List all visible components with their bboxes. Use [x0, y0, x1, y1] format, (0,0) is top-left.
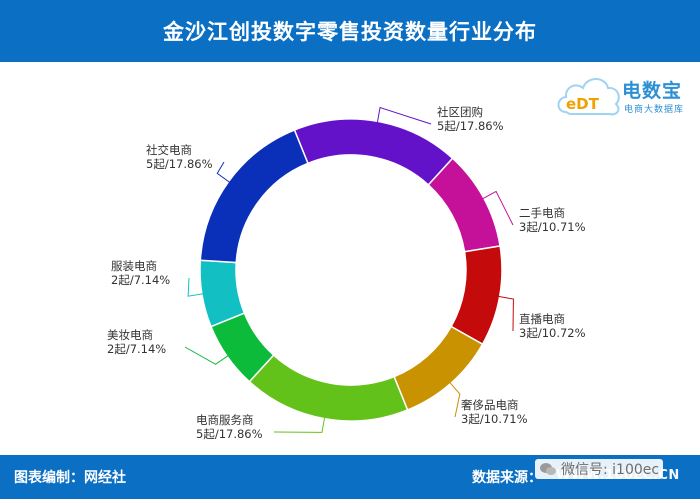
- chart-leader-lines: [184, 106, 514, 433]
- slice-value-label-5: 5起/17.86%: [196, 427, 263, 441]
- cloud-logo-icon: eDT: [557, 78, 620, 116]
- slice-value-label-8: 5起/17.86%: [146, 157, 213, 171]
- slice-category-label-7: 服装电商: [111, 259, 157, 273]
- slice-value-label-7: 2起/7.14%: [111, 273, 170, 287]
- leader-line-5: [273, 416, 326, 433]
- chart-title: 金沙江创投数字零售投资数量行业分布: [163, 20, 537, 44]
- donut-slice-8[interactable]: [199, 129, 309, 264]
- slice-category-label-6: 美妆电商: [107, 328, 153, 342]
- leader-line-6: [184, 346, 230, 365]
- slice-category-label-5: 电商服务商: [196, 413, 254, 427]
- logo-name: 电数宝: [622, 80, 683, 102]
- brand-logo: eDT 电数宝 电商大数据库: [556, 70, 698, 126]
- slice-category-label-8: 社交电商: [146, 143, 192, 157]
- leader-line-2: [481, 190, 514, 226]
- donut-slice-2[interactable]: [427, 157, 501, 253]
- donut-slice-5[interactable]: [248, 354, 409, 422]
- leader-line-8: [216, 161, 231, 184]
- slice-category-label-2: 二手电商: [519, 206, 565, 220]
- chart-header: 金沙江创投数字零售投资数量行业分布: [0, 0, 700, 62]
- slice-value-label-4: 3起/10.71%: [461, 412, 528, 426]
- footer-source-label: 数据来源：: [472, 470, 542, 486]
- slice-value-label-1: 5起/17.86%: [437, 119, 504, 133]
- leader-line-1: [376, 106, 432, 125]
- leader-line-3: [497, 295, 514, 332]
- wechat-watermark: 微信号: i100ec: [535, 459, 664, 479]
- donut-slice-3[interactable]: [450, 245, 503, 346]
- chart-slices: [199, 118, 503, 422]
- slice-value-label-6: 2起/7.14%: [107, 342, 166, 356]
- logo-mark: eDT: [566, 95, 600, 113]
- footer-credit: 图表编制：网经社: [14, 470, 126, 486]
- wechat-icon: [540, 463, 556, 475]
- chart-data-labels: 社区团购5起/17.86%二手电商3起/10.71%直播电商3起/10.72%奢…: [107, 105, 586, 441]
- leader-line-4: [448, 381, 461, 418]
- slice-category-label-1: 社区团购: [437, 105, 483, 119]
- slice-category-label-4: 奢侈品电商: [461, 398, 519, 412]
- watermark-text: 微信号: i100ec: [561, 462, 660, 478]
- logo-tagline: 电商大数据库: [624, 105, 685, 115]
- slice-value-label-2: 3起/10.71%: [519, 220, 586, 234]
- leader-line-7: [187, 277, 204, 297]
- donut-slice-1[interactable]: [293, 118, 454, 186]
- slice-value-label-3: 3起/10.72%: [519, 326, 586, 340]
- slice-category-label-3: 直播电商: [519, 312, 565, 326]
